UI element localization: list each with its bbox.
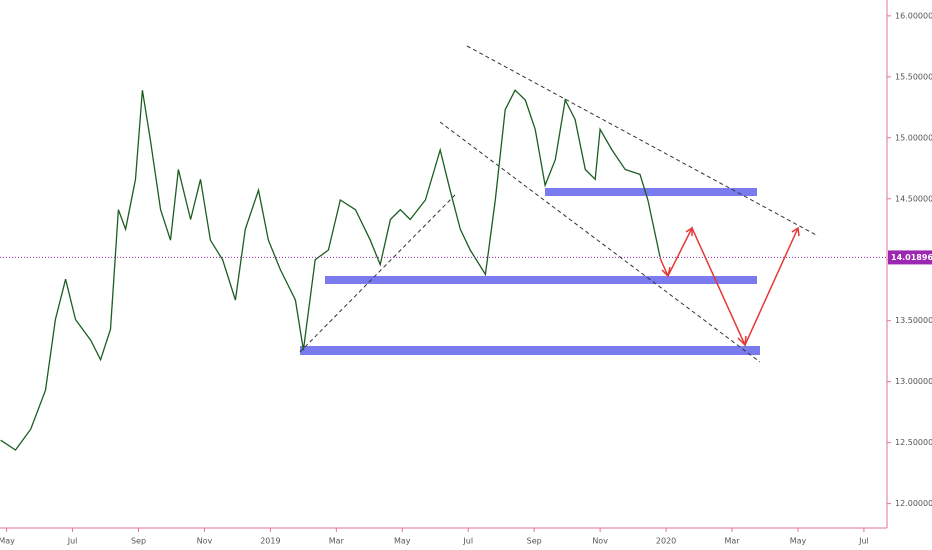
x-tick-label: May	[790, 537, 807, 546]
y-tick-label: 15.50000	[895, 72, 932, 81]
x-tick-label: Nov	[592, 537, 608, 546]
arrow-head	[661, 226, 800, 347]
trend-line	[299, 194, 456, 353]
y-tick-label: 12.00000	[895, 499, 932, 508]
trend-line	[439, 121, 761, 363]
trend-line	[466, 45, 819, 237]
support-zone	[545, 188, 757, 196]
x-tick-label: Mar	[724, 537, 740, 546]
y-tick-label: 12.50000	[895, 438, 932, 447]
price-line	[0, 89, 661, 451]
y-tick-label: 16.00000	[895, 11, 932, 20]
y-tick-label: 15.00000	[895, 133, 932, 142]
x-tick-label: Jul	[67, 537, 78, 546]
x-tick-label: Nov	[197, 537, 213, 546]
last-price-badge	[888, 250, 932, 265]
x-tick-label: 2019	[260, 537, 280, 546]
x-tick-label: Sep	[527, 537, 542, 546]
support-zone	[300, 346, 760, 355]
projection-arrow	[659, 226, 799, 347]
x-tick-label: 2020	[656, 537, 676, 546]
x-tick-label: May	[394, 537, 411, 546]
y-tick-label: 13.00000	[895, 377, 932, 386]
drawings	[299, 45, 819, 363]
x-tick-label: Jul	[462, 537, 473, 546]
x-tick-label: May	[0, 537, 15, 546]
x-tick-label: Jul	[858, 537, 869, 546]
y-tick-label: 13.50000	[895, 316, 932, 325]
x-tick-label: Mar	[329, 537, 345, 546]
y-tick-label: 14.50000	[895, 194, 932, 203]
support-zone	[325, 276, 757, 284]
last-price-label: 14.01896	[891, 253, 932, 262]
x-tick-label: Sep	[131, 537, 146, 546]
